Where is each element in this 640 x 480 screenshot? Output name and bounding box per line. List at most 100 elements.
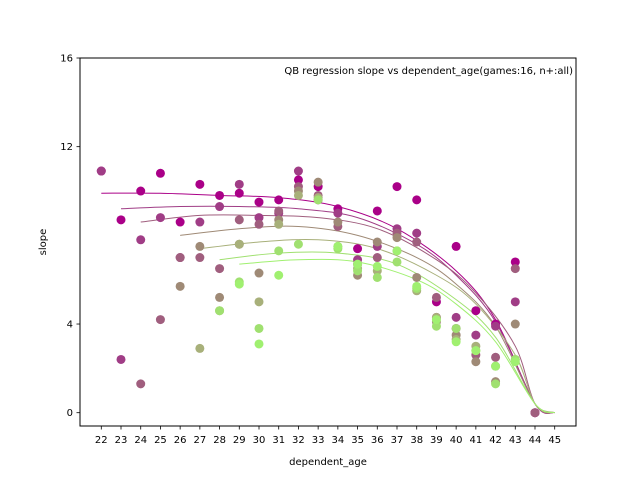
data-point-s7-x30 [254,339,264,349]
data-point-s2-x41 [471,330,481,340]
x-tick-label-33: 33 [312,435,325,446]
x-tick-label-26: 26 [174,435,187,446]
data-point-s4-x34 [333,217,343,227]
data-point-s6-x40 [451,323,461,333]
data-point-s7-x35 [353,259,363,269]
data-point-s2-x30 [254,213,264,223]
data-point-s7-x43 [510,357,520,367]
data-point-s2-x25 [155,213,165,223]
data-point-s1-x23 [116,215,126,225]
data-point-s1-x26 [175,217,185,227]
data-point-s2-x27 [195,217,205,227]
plot-area [96,166,555,418]
data-point-s6-x42 [491,379,501,389]
data-point-s3-x36 [372,253,382,263]
x-tick-label-35: 35 [351,435,364,446]
data-point-s7-x29 [234,279,244,289]
data-point-s4-x37 [392,233,402,243]
data-point-s7-x38 [412,281,422,291]
x-tick-label-45: 45 [548,435,561,446]
data-point-s3-x24 [136,379,146,389]
data-point-s6-x37 [392,257,402,267]
data-point-s1-x27 [195,179,205,189]
x-tick-label-28: 28 [213,435,226,446]
data-point-s6-x30 [254,323,264,333]
x-tick-label-22: 22 [95,435,108,446]
data-point-s1-x43 [510,257,520,267]
data-point-s7-x39 [431,315,441,325]
data-point-s3-x44 [530,408,540,418]
data-point-s5-x27 [195,343,205,353]
x-axis: 22 23 24 25 26 27 28 29 30 31 32 33 34 35 36 37 38 39 40 41… [95,426,561,446]
data-point-s7-x40 [451,337,461,347]
data-point-s5-x30 [254,297,264,307]
data-point-s2-x40 [451,312,461,322]
data-point-s1-x32 [293,175,303,185]
fit-curve-7 [239,258,555,414]
data-point-s5-x32 [293,190,303,200]
x-tick-label-29: 29 [233,435,246,446]
data-point-s1-x31 [274,195,284,205]
data-point-s7-x36 [372,261,382,271]
data-point-s4-x43 [510,319,520,329]
x-tick-label-27: 27 [193,435,206,446]
x-tick-label-43: 43 [509,435,522,446]
data-point-s1-x35 [353,244,363,254]
x-tick-label-40: 40 [450,435,463,446]
data-point-s4-x36 [372,237,382,247]
data-point-s2-x28 [215,202,225,212]
data-point-s1-x38 [412,195,422,205]
x-axis-label: dependent_age [289,457,367,468]
data-point-s6-x35 [353,266,363,276]
data-point-s1-x30 [254,197,264,207]
data-point-s2-x42 [491,321,501,331]
data-point-s2-x32 [293,166,303,176]
data-point-s2-x38 [412,228,422,238]
x-tick-label-23: 23 [115,435,128,446]
data-point-s3-x29 [234,215,244,225]
data-point-s4-x41 [471,357,481,367]
y-tick-label-16: 16 [60,54,73,65]
x-tick-label-36: 36 [371,435,384,446]
data-point-s3-x27 [195,253,205,263]
y-axis-label: slope [38,229,49,256]
data-point-s3-x30 [254,219,264,229]
data-point-s4-x28 [215,292,225,302]
fit-curve-5 [199,238,555,414]
data-point-s1-x36 [372,206,382,216]
x-tick-label-42: 42 [489,435,502,446]
data-point-s1-x29 [234,188,244,198]
data-point-s3-x26 [175,253,185,263]
data-point-s5-x29 [234,239,244,249]
data-point-s1-x25 [155,168,165,178]
data-point-s6-x36 [372,272,382,282]
data-point-s1-x40 [451,241,461,251]
data-point-s2-x34 [333,208,343,218]
data-point-s4-x27 [195,241,205,251]
data-point-s3-x28 [215,264,225,274]
data-point-s6-x39 [431,321,441,331]
y-axis: 0 4 12 16 [60,54,80,419]
data-point-s1-x28 [215,190,225,200]
data-point-s6-x32 [293,239,303,249]
data-point-s4-x33 [313,177,323,187]
x-tick-label-41: 41 [469,435,482,446]
data-point-s7-x41 [471,346,481,356]
x-tick-label-38: 38 [410,435,423,446]
data-point-s6-x28 [215,306,225,316]
data-point-s2-x43 [510,297,520,307]
data-point-s1-x37 [392,182,402,192]
data-point-s2-x29 [234,179,244,189]
data-point-s3-x38 [412,237,422,247]
data-point-s2-x22 [96,166,106,176]
x-tick-label-31: 31 [272,435,285,446]
data-point-s4-x38 [412,272,422,282]
data-point-s4-x26 [175,281,185,291]
y-tick-label-0: 0 [67,408,73,419]
fit-curve-3 [140,214,555,414]
x-tick-label-25: 25 [154,435,167,446]
data-point-s7-x42 [491,361,501,371]
data-point-s3-x31 [274,206,284,216]
y-tick-label-4: 4 [67,320,73,331]
